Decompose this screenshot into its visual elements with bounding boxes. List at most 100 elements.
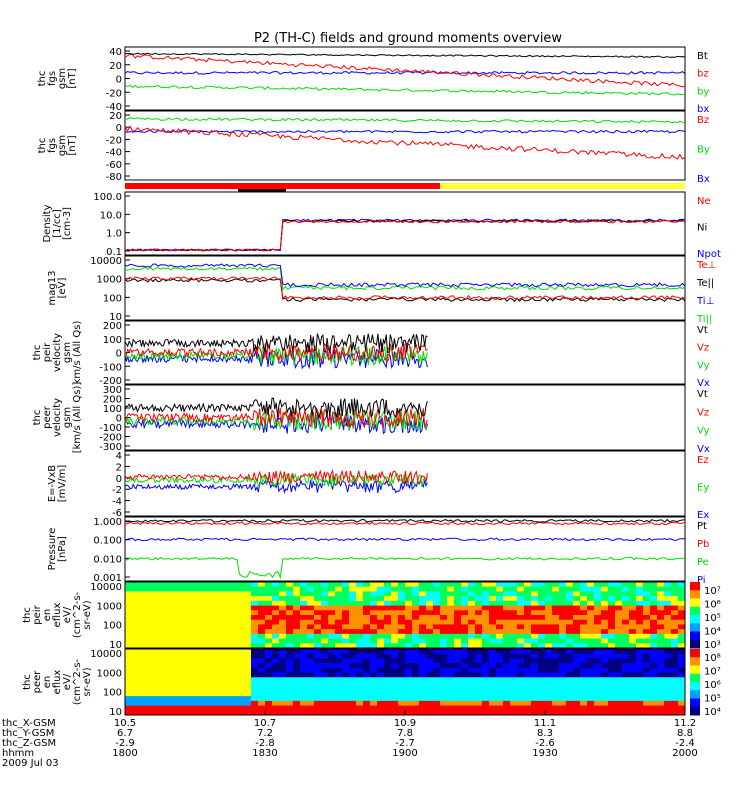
spectrogram-cell <box>265 653 273 659</box>
legend-item: bx <box>697 104 709 115</box>
spectrogram-cell <box>160 591 168 597</box>
spectrogram-cell <box>433 633 441 640</box>
spectrogram-cell <box>398 677 406 683</box>
spectrogram-cell <box>139 582 147 588</box>
x-tick-label: -2.7 <box>395 738 415 749</box>
spectrogram-cell <box>160 686 168 692</box>
spectrogram-cell <box>209 596 217 602</box>
spectrogram-cell <box>293 619 301 625</box>
spectrogram-cell <box>146 663 154 669</box>
mode-bar <box>125 183 685 192</box>
legend-item: by <box>697 86 709 97</box>
spectrogram-cell <box>293 605 301 611</box>
spectrogram-cell <box>293 658 301 664</box>
spectrogram-cell <box>335 643 343 649</box>
x-tick-label: 7.8 <box>397 728 413 739</box>
spectrogram-cell <box>328 649 336 655</box>
spectrogram-cell <box>265 605 273 611</box>
spectrogram-cell <box>300 710 308 716</box>
spectrogram-cell <box>678 653 686 659</box>
spectrogram-cell <box>139 586 147 592</box>
spectrogram-cell <box>370 710 378 716</box>
spectrogram-cell <box>475 624 483 630</box>
spectrogram-cell <box>636 658 644 664</box>
spectrogram-cell <box>447 653 455 659</box>
spectrogram-cell <box>426 667 434 674</box>
spectrogram-cell <box>300 677 308 683</box>
spectrogram-cell <box>244 586 252 592</box>
spectrogram-cell <box>524 700 532 707</box>
spectrogram-cell <box>307 649 315 655</box>
spectrogram-cell <box>230 710 238 716</box>
colorbar-label: 10⁷ <box>704 667 721 678</box>
spectrogram-cell <box>258 638 266 644</box>
spectrogram-cell <box>622 591 630 597</box>
spectrogram-cell <box>650 610 658 616</box>
spectrogram-cell <box>244 663 252 669</box>
spectrogram-cell <box>664 649 672 655</box>
spectrogram-cell <box>153 591 161 597</box>
spectrogram-cell <box>510 624 518 630</box>
spectrogram-cell <box>300 658 308 664</box>
spectrogram-cell <box>251 638 259 644</box>
spectrogram-cell <box>216 653 224 659</box>
spectrogram-cell <box>510 582 518 588</box>
y-tick-label: 1.000 <box>93 517 122 528</box>
spectrogram-cell <box>167 691 175 697</box>
spectrogram-cell <box>265 582 273 588</box>
spectrogram-cell <box>482 615 490 621</box>
spectrogram-cell <box>251 633 259 640</box>
spectrogram-cell <box>587 700 595 707</box>
spectrogram-cell <box>594 682 602 688</box>
spectrogram-cell <box>188 705 196 711</box>
spectrogram-cell <box>545 658 553 664</box>
spectrogram-cell <box>286 596 294 602</box>
spectrogram-cell <box>503 705 511 711</box>
spectrogram-cell <box>482 591 490 597</box>
spectrogram-cell <box>468 629 476 635</box>
spectrogram-cell <box>391 610 399 616</box>
spectrogram-cell <box>671 633 679 640</box>
spectrogram-cell <box>566 582 574 588</box>
spectrogram-cell <box>573 605 581 611</box>
spectrogram-cell <box>321 624 329 630</box>
spectrogram-cell <box>230 610 238 616</box>
spectrogram-cell <box>314 663 322 669</box>
spectrogram-cell <box>321 653 329 659</box>
spectrogram-cell <box>293 643 301 649</box>
spectrogram-cell <box>307 586 315 592</box>
legend-item: Bt <box>697 51 708 62</box>
spectrogram-cell <box>405 663 413 669</box>
spectrogram-cell <box>524 619 532 625</box>
spectrogram-cell <box>314 610 322 616</box>
spectrogram-cell <box>664 710 672 716</box>
spectrogram-cell <box>475 677 483 683</box>
x-row-label: thc_Y-GSM <box>2 728 54 739</box>
spectrogram-cell <box>286 691 294 697</box>
spectrogram-cell <box>279 677 287 683</box>
spectrogram-cell <box>552 633 560 640</box>
spectrogram-cell <box>510 672 518 678</box>
spectrogram-cell <box>349 682 357 688</box>
spectrogram-cell <box>447 638 455 644</box>
spectrogram-cell <box>545 682 553 688</box>
spectrogram-cell <box>251 643 259 649</box>
spectrogram-cell <box>482 586 490 592</box>
spectrogram-cell <box>566 610 574 616</box>
spectrogram-cell <box>349 691 357 697</box>
spectrogram-cell <box>174 667 182 674</box>
spectrogram-cell <box>671 605 679 611</box>
spectrogram-cell <box>664 582 672 588</box>
spectrogram-cell <box>559 605 567 611</box>
spectrogram-cell <box>342 586 350 592</box>
spectrogram-cell <box>146 605 154 611</box>
spectrogram-cell <box>615 691 623 697</box>
spectrogram-cell <box>440 696 448 702</box>
spectrogram-cell <box>440 624 448 630</box>
spectrogram-cell <box>384 629 392 635</box>
spectrogram-cell <box>657 633 665 640</box>
legend-item: Bz <box>697 115 709 126</box>
spectrogram-cell <box>601 633 609 640</box>
colorbar-label: 10⁵ <box>704 613 721 624</box>
